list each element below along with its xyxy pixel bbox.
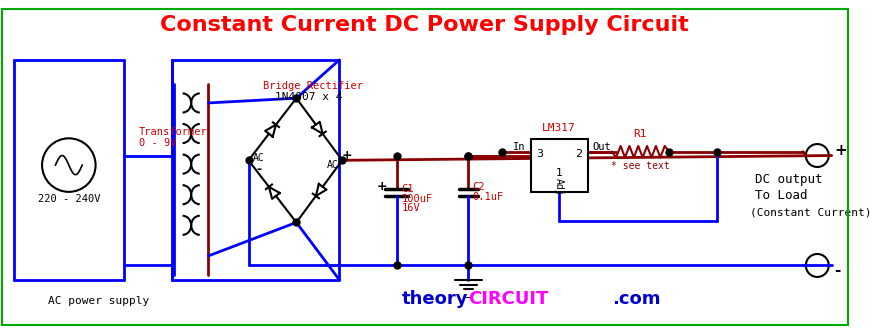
Text: theory: theory xyxy=(402,290,469,308)
Text: 3: 3 xyxy=(537,149,543,159)
Text: Out: Out xyxy=(593,142,612,152)
Text: R1: R1 xyxy=(634,130,647,140)
Text: (Constant Current): (Constant Current) xyxy=(750,208,872,218)
Text: * see text: * see text xyxy=(611,161,669,171)
Text: 1: 1 xyxy=(556,168,563,178)
Text: 100uF: 100uF xyxy=(402,193,433,203)
Text: +: + xyxy=(835,143,847,158)
Text: 0.1uF: 0.1uF xyxy=(472,192,503,202)
Text: In: In xyxy=(513,142,525,152)
Text: ─: ─ xyxy=(465,292,472,302)
Text: 16V: 16V xyxy=(402,203,420,213)
Text: DC output: DC output xyxy=(755,173,822,186)
Text: C2: C2 xyxy=(472,182,485,192)
Text: Constant Current DC Power Supply Circuit: Constant Current DC Power Supply Circuit xyxy=(160,15,689,35)
Text: To Load: To Load xyxy=(755,189,808,202)
Text: .com: .com xyxy=(612,290,661,308)
Text: CIRCUIT: CIRCUIT xyxy=(469,290,549,308)
Bar xyxy=(531,139,588,192)
Text: 220 - 240V: 220 - 240V xyxy=(37,193,100,203)
Text: 2: 2 xyxy=(575,149,582,159)
Text: Transformer: Transformer xyxy=(139,127,207,137)
Text: 1N4007 x 4: 1N4007 x 4 xyxy=(276,92,343,102)
Text: +: + xyxy=(377,180,388,193)
Text: Adj: Adj xyxy=(554,178,565,196)
Text: +: + xyxy=(341,149,352,162)
Text: AC: AC xyxy=(253,153,265,163)
Text: LM317: LM317 xyxy=(542,123,576,133)
Text: -: - xyxy=(257,163,261,176)
Text: AC power supply: AC power supply xyxy=(48,296,149,306)
Text: 0 - 9V: 0 - 9V xyxy=(139,138,176,148)
Text: -: - xyxy=(835,263,841,278)
Text: AC: AC xyxy=(327,160,339,170)
Text: Bridge Rectifier: Bridge Rectifier xyxy=(263,81,363,91)
Text: C1: C1 xyxy=(402,184,414,194)
